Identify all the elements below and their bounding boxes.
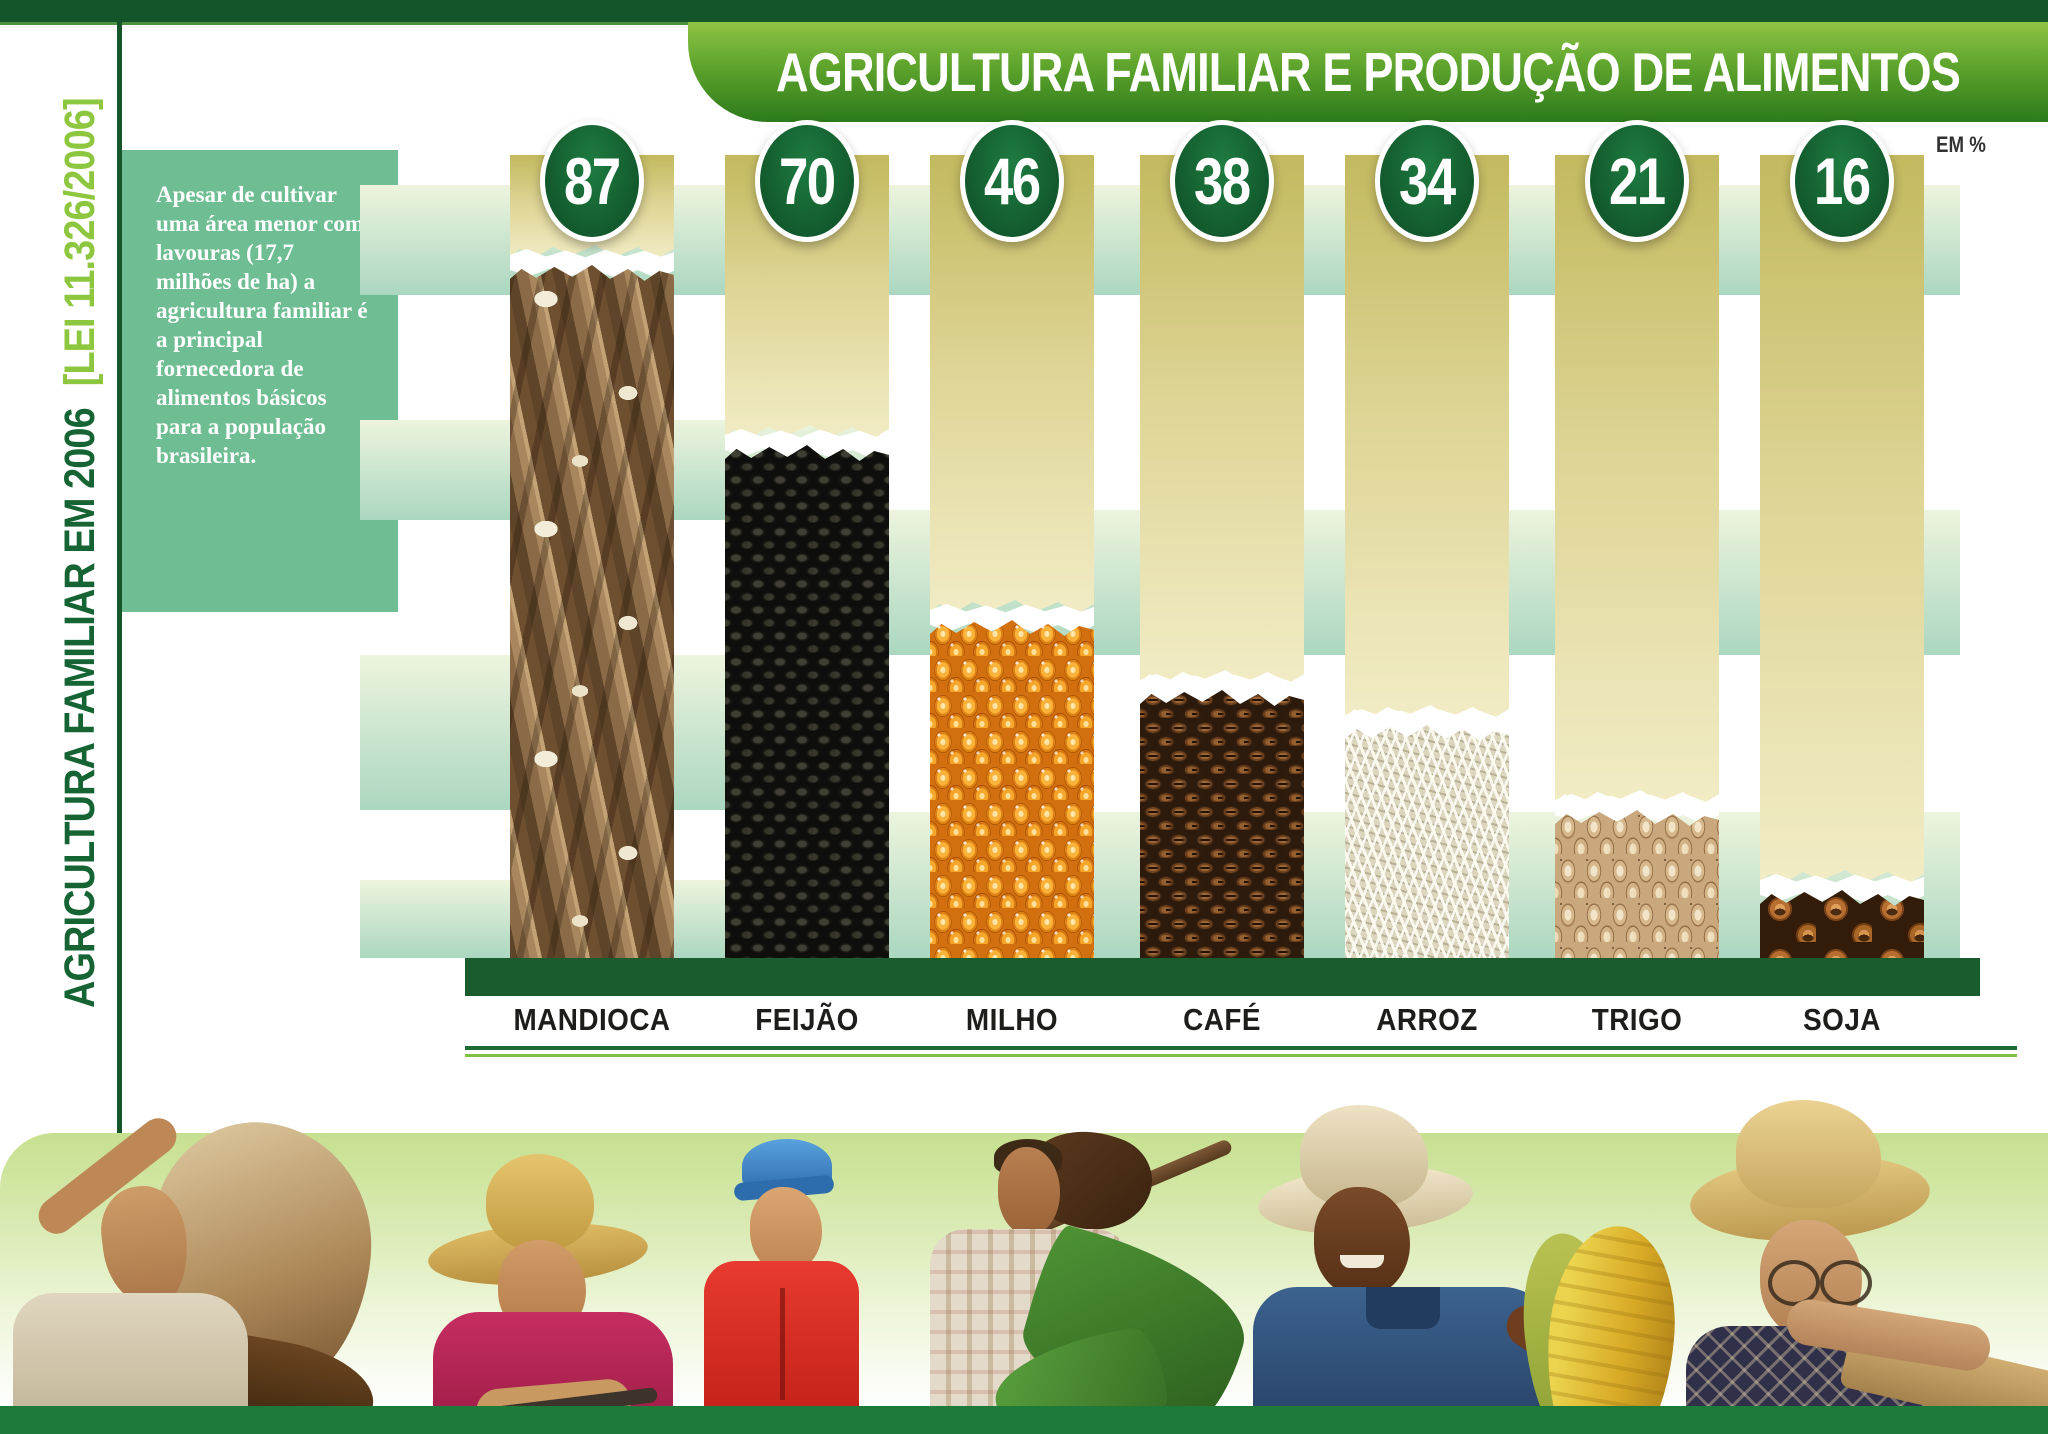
- divider-line-dark: [465, 1046, 2017, 1050]
- vertical-title-main: AGRICULTURA FAMILIAR EM 2006: [56, 408, 104, 1008]
- face: [1314, 1187, 1410, 1297]
- page-title: AGRICULTURA FAMILIAR E PRODUÇÃO DE ALIME…: [775, 41, 1961, 103]
- value-number: 70: [779, 144, 836, 218]
- category-label-milho: MILHO: [965, 1002, 1059, 1037]
- value-number: 34: [1399, 144, 1456, 218]
- top-bar: [0, 0, 2048, 22]
- footer-bar: [0, 1406, 2048, 1434]
- smile: [1340, 1255, 1384, 1268]
- glasses-right: [1820, 1260, 1872, 1306]
- chart-baseline-bar: [465, 958, 1980, 996]
- category-label-trigo: TRIGO: [1591, 1002, 1683, 1037]
- value-number: 21: [1609, 144, 1666, 218]
- zipper: [780, 1288, 785, 1400]
- photo-farmer-with-hoe: [878, 1103, 1262, 1434]
- bar-track-wheat-grains: [1555, 155, 1719, 806]
- category-label-soja: SOJA: [1803, 1002, 1881, 1037]
- description-box: Apesar de cultivar uma área menor com la…: [122, 150, 398, 612]
- collar: [1366, 1287, 1440, 1329]
- bar-track-coffee-beans: [1140, 155, 1304, 686]
- bar-photo-rice-grains: [1345, 725, 1509, 976]
- photo-boy-blue-cap: [698, 1133, 868, 1434]
- photo-farmer-white-hat-blue-polo: [1248, 1103, 1627, 1434]
- bar-photo-corn-kernels: [930, 620, 1094, 976]
- bar-track-rice-grains: [1345, 155, 1509, 721]
- description-text: Apesar de cultivar uma área menor com la…: [156, 182, 368, 468]
- title-banner: AGRICULTURA FAMILIAR E PRODUÇÃO DE ALIME…: [688, 22, 2048, 122]
- value-badge-feijão: 70: [755, 120, 859, 242]
- face: [750, 1187, 822, 1273]
- value-number: 46: [984, 144, 1041, 218]
- photo-farmer-straw-hat: [426, 1150, 683, 1434]
- sidebar-divider-line: [117, 22, 122, 1133]
- value-badge-mandioca: 87: [540, 120, 644, 242]
- bar-photo-wheat-grains: [1555, 810, 1719, 976]
- category-label-mandioca: MANDIOCA: [513, 1002, 671, 1037]
- unit-label: EM %: [1936, 132, 1986, 157]
- value-badge-arroz: 34: [1375, 120, 1479, 242]
- hat-crown: [486, 1154, 594, 1250]
- category-label-café: CAFÉ: [1183, 1002, 1261, 1037]
- photo-elderly-woman-with-cacao: [1514, 1098, 2048, 1434]
- bar-track-soybeans: [1760, 155, 1924, 886]
- category-label-arroz: ARROZ: [1376, 1002, 1478, 1037]
- bar-photo-cassava-roots: [510, 265, 674, 976]
- value-badge-milho: 46: [960, 120, 1064, 242]
- value-badge-café: 38: [1170, 120, 1274, 242]
- value-badge-trigo: 21: [1585, 120, 1689, 242]
- face: [998, 1147, 1060, 1235]
- value-badge-soja: 16: [1790, 120, 1894, 242]
- value-number: 87: [564, 144, 621, 218]
- hat-crown: [1736, 1100, 1881, 1208]
- category-label-feijão: FEIJÃO: [755, 1002, 859, 1037]
- vertical-title-law: [LEI 11.326/2006]: [56, 98, 104, 387]
- bar-photo-black-beans: [725, 445, 889, 976]
- value-number: 38: [1194, 144, 1251, 218]
- photo-elderly-farmer-carrying-sack: [5, 1111, 405, 1434]
- divider-line-light: [465, 1054, 2017, 1057]
- bar-photo-coffee-beans: [1140, 690, 1304, 976]
- sidebar-vertical-title: AGRICULTURA FAMILIAR EM 2006 [LEI 11.326…: [56, 98, 105, 1008]
- value-number: 16: [1814, 144, 1871, 218]
